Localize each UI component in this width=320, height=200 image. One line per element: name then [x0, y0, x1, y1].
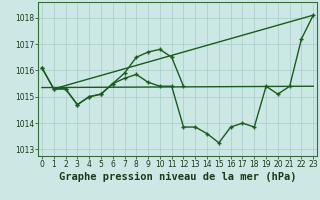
X-axis label: Graphe pression niveau de la mer (hPa): Graphe pression niveau de la mer (hPa)	[59, 172, 296, 182]
